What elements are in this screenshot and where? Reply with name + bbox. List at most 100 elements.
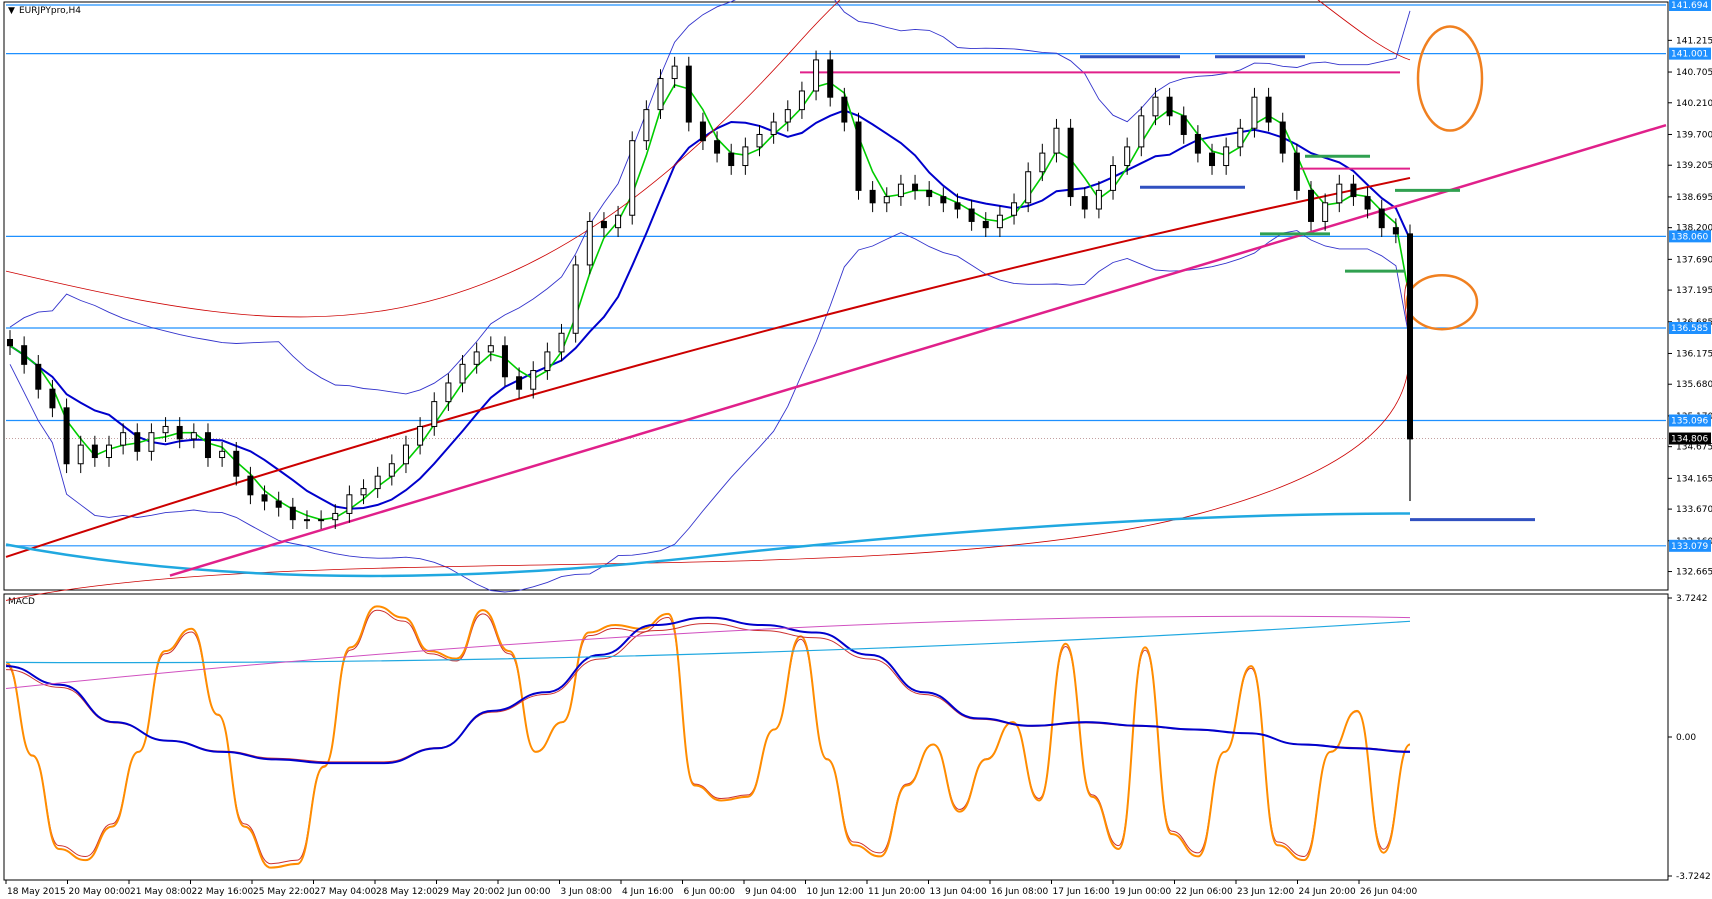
candle-body — [982, 220, 989, 229]
time-tick-label: 18 May 2015 — [7, 887, 66, 897]
level-tag-bg — [1669, 539, 1711, 552]
level-tag: 138.060 — [1671, 232, 1708, 242]
candle-body — [855, 121, 862, 191]
time-tick-label: 17 Jun 16:00 — [1053, 887, 1110, 897]
candle-body — [303, 519, 310, 522]
time-tick-label: 20 May 00:00 — [69, 887, 131, 897]
top-price-tag: 141.694 — [1671, 1, 1708, 11]
candle-body — [1407, 233, 1413, 440]
bollinger-upper — [9, 0, 1411, 395]
candle-body — [940, 196, 947, 204]
level-tag: 135.096 — [1671, 417, 1708, 427]
candle-body — [841, 96, 848, 123]
indicator-pink-line — [5, 615, 1411, 689]
candle-body — [1110, 165, 1117, 191]
time-tick-label: 29 May 20:00 — [438, 887, 500, 897]
candle-body — [784, 109, 791, 123]
time-tick-label: 10 Jun 12:00 — [807, 887, 864, 897]
level-tag-bg — [1669, 321, 1711, 334]
candle-body — [1265, 96, 1272, 123]
time-tick-label: 27 May 04:00 — [315, 887, 377, 897]
candle-body — [1025, 171, 1032, 204]
time-tick-label: 3 Jun 08:00 — [561, 887, 613, 897]
candle-body — [714, 140, 721, 154]
bollinger-lower — [9, 230, 1411, 593]
candle-body — [318, 519, 325, 522]
indicator-tick-label: 3.7242 — [1676, 594, 1708, 604]
time-tick-label: 22 Jun 06:00 — [1176, 887, 1233, 897]
time-tick-label: 22 May 16:00 — [192, 887, 254, 897]
candle-body — [1011, 202, 1018, 216]
candle-body — [629, 140, 636, 216]
candle-body — [1336, 183, 1343, 204]
indicator-axis: 3.7242 0.00 -3.7242 — [1668, 594, 1711, 882]
candle-body — [162, 425, 169, 434]
candle-body — [699, 121, 706, 142]
candle-body — [148, 432, 155, 452]
candle-body — [105, 444, 112, 459]
candle-body — [1392, 227, 1399, 235]
price-tick-label: 139.700 — [1676, 130, 1712, 140]
time-tick-label: 24 Jun 20:00 — [1299, 887, 1356, 897]
candle-body — [1237, 127, 1244, 148]
price-tick-label: 138.200 — [1676, 224, 1712, 234]
candle-body — [501, 345, 508, 378]
candle-body — [49, 388, 56, 409]
candle-body — [813, 59, 820, 92]
candle-body — [1095, 189, 1102, 210]
time-tick-label: 9 Jun 04:00 — [745, 887, 797, 897]
level-tag: 133.079 — [1671, 542, 1708, 552]
candle-body — [728, 152, 735, 167]
candle-body — [657, 78, 664, 111]
candle-body — [346, 494, 353, 514]
candle-body — [219, 450, 226, 459]
price-tick-label: 135.680 — [1676, 380, 1712, 390]
candle-body — [120, 432, 127, 446]
candle-body — [742, 146, 749, 167]
candle-body — [431, 401, 438, 427]
price-tick-label: 132.665 — [1676, 568, 1712, 578]
candle-body — [1194, 133, 1201, 154]
candle-body — [685, 65, 692, 123]
chart-title-arrow[interactable]: ▼ — [8, 6, 15, 16]
candle-body — [869, 189, 876, 204]
candle-body — [827, 59, 834, 98]
price-tick-label: 133.670 — [1676, 505, 1712, 515]
candle-body — [1322, 202, 1329, 222]
level-tag-bg — [1669, 230, 1711, 243]
candle-body — [883, 196, 890, 204]
time-tick-label: 25 May 22:00 — [253, 887, 315, 897]
indicator-tick-label: -3.7242 — [1676, 872, 1711, 882]
candle-body — [671, 65, 678, 80]
stochastic-main-line — [5, 605, 1411, 869]
long-ma-line — [5, 176, 1411, 558]
indicator-slow-line — [5, 620, 1411, 664]
candle-body — [21, 345, 28, 365]
macd-main-line — [5, 616, 1411, 765]
candle-body — [544, 351, 551, 372]
level-tag: 136.585 — [1671, 324, 1708, 334]
candle-body — [1279, 121, 1286, 154]
candle-body — [459, 363, 466, 384]
candle-body — [402, 444, 409, 465]
price-tick-label: 134.675 — [1676, 443, 1712, 453]
candle-body — [798, 90, 805, 111]
time-tick-label: 4 Jun 16:00 — [622, 887, 674, 897]
candle-body — [63, 407, 70, 465]
candle-body — [1166, 96, 1173, 117]
price-tick-label: 137.690 — [1676, 255, 1712, 265]
candle-body — [247, 475, 254, 496]
slow-ma-line — [5, 512, 1411, 578]
annotation-ellipse — [1416, 25, 1484, 132]
time-tick-label: 16 Jun 08:00 — [991, 887, 1048, 897]
price-tick-label: 141.215 — [1676, 36, 1712, 46]
time-tick-label: 2 Jun 00:00 — [499, 887, 551, 897]
stochastic-signal-line — [5, 609, 1411, 865]
candle-body — [968, 208, 975, 222]
candle-body — [615, 214, 622, 229]
candle-body — [1364, 196, 1371, 210]
time-tick-label: 28 May 12:00 — [376, 887, 438, 897]
candle-body — [134, 432, 141, 452]
candle-body — [1138, 115, 1145, 148]
